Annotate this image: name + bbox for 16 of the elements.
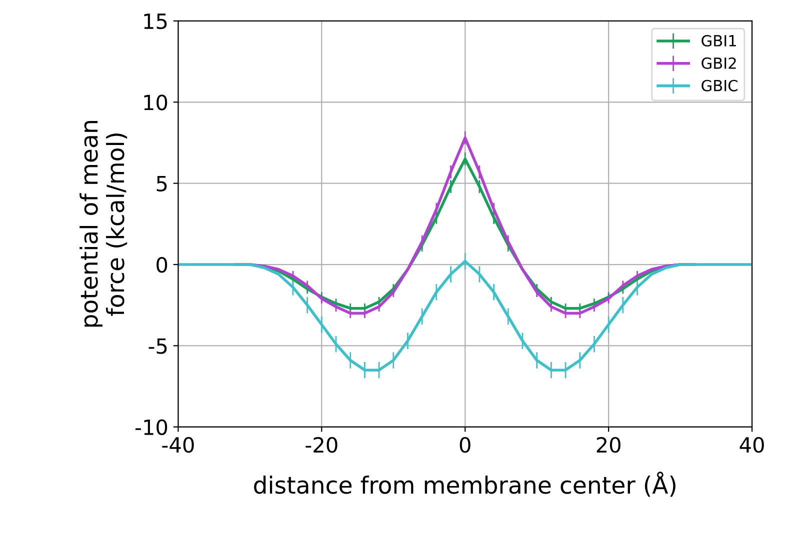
y-tick-label: 0 xyxy=(156,256,168,273)
legend-label: GBI2 xyxy=(702,57,736,69)
y-tick-label: 10 xyxy=(144,94,168,110)
x-tick-label: 40 xyxy=(740,437,764,453)
x-tick-label: -40 xyxy=(162,437,194,453)
legend-label: GBI1 xyxy=(702,34,736,47)
legend-label: GBIC xyxy=(702,80,738,92)
x-tick-label: -20 xyxy=(306,437,338,453)
y-tick-label: 5 xyxy=(156,176,167,192)
y-tick-label: 15 xyxy=(144,14,167,30)
x-tick-label: 20 xyxy=(596,437,620,453)
y-tick-label: -10 xyxy=(135,419,168,436)
x-axis-title: distance from membrane center (Å) xyxy=(254,472,676,497)
x-tick-label: 0 xyxy=(460,437,470,453)
y-axis-title: potential of mean force (kcal/mol) xyxy=(80,121,128,327)
y-tick-label: -5 xyxy=(148,338,167,354)
